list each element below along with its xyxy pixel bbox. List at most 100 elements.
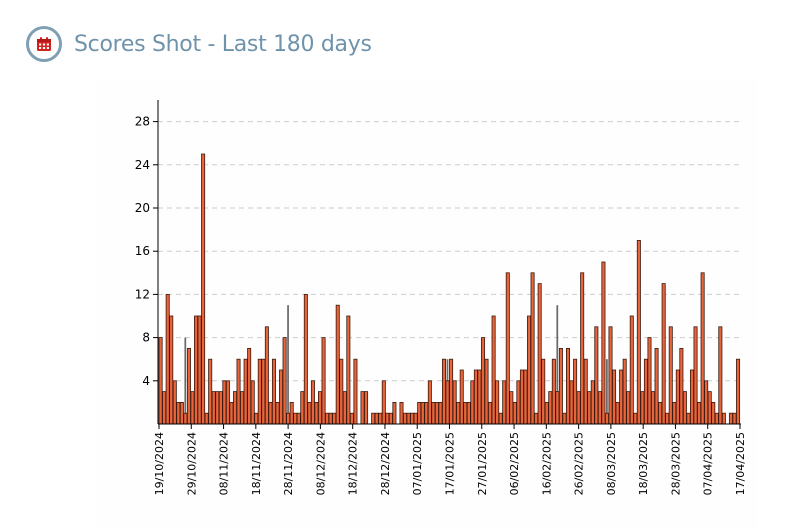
bar[interactable]: [410, 412, 415, 425]
bar[interactable]: [658, 401, 663, 425]
bar[interactable]: [431, 401, 436, 425]
bar[interactable]: [654, 347, 659, 425]
bar[interactable]: [519, 369, 524, 425]
bar[interactable]: [286, 412, 291, 425]
bar[interactable]: [172, 380, 177, 425]
bar[interactable]: [179, 401, 184, 425]
bar[interactable]: [573, 358, 578, 425]
bar[interactable]: [452, 380, 457, 425]
bar[interactable]: [186, 347, 191, 425]
bar[interactable]: [636, 239, 641, 425]
bar[interactable]: [229, 401, 234, 425]
bar[interactable]: [353, 358, 358, 425]
bar[interactable]: [512, 401, 517, 425]
bar[interactable]: [275, 401, 280, 425]
bar[interactable]: [583, 358, 588, 425]
bar[interactable]: [388, 412, 393, 425]
bar[interactable]: [721, 412, 726, 425]
bar[interactable]: [537, 283, 542, 425]
bar[interactable]: [247, 347, 252, 425]
bar[interactable]: [449, 358, 454, 425]
bar[interactable]: [555, 391, 560, 425]
bar[interactable]: [201, 153, 206, 425]
bar[interactable]: [243, 358, 248, 425]
bar[interactable]: [615, 401, 620, 425]
bar[interactable]: [325, 412, 330, 425]
bar[interactable]: [509, 391, 514, 425]
bar[interactable]: [527, 315, 532, 425]
bar[interactable]: [371, 412, 376, 425]
bar[interactable]: [456, 401, 461, 425]
bar[interactable]: [303, 293, 308, 425]
bar[interactable]: [491, 315, 496, 425]
bar[interactable]: [218, 391, 223, 425]
bar[interactable]: [566, 347, 570, 425]
bar[interactable]: [498, 412, 503, 425]
bar[interactable]: [530, 272, 535, 425]
bar[interactable]: [176, 401, 181, 425]
bar[interactable]: [360, 391, 365, 425]
bar[interactable]: [516, 380, 521, 425]
bar[interactable]: [332, 412, 337, 425]
bar[interactable]: [502, 380, 507, 425]
bar[interactable]: [668, 326, 673, 425]
bar[interactable]: [718, 326, 723, 425]
bar[interactable]: [378, 412, 383, 425]
bar[interactable]: [225, 380, 230, 425]
secondary-bar[interactable]: [184, 337, 187, 424]
bar[interactable]: [558, 347, 563, 425]
bar[interactable]: [310, 380, 315, 425]
bar[interactable]: [470, 380, 475, 425]
bar[interactable]: [629, 315, 634, 425]
bar[interactable]: [693, 326, 698, 425]
bar[interactable]: [162, 391, 167, 425]
bar[interactable]: [406, 412, 411, 425]
bar[interactable]: [544, 401, 549, 425]
bar[interactable]: [261, 358, 266, 425]
bar[interactable]: [254, 412, 259, 425]
bar[interactable]: [339, 358, 344, 425]
bar[interactable]: [346, 315, 351, 425]
bar[interactable]: [590, 380, 595, 425]
bar[interactable]: [548, 391, 553, 425]
secondary-bar[interactable]: [287, 305, 289, 424]
bar[interactable]: [714, 412, 719, 425]
bar[interactable]: [569, 380, 574, 425]
bar[interactable]: [342, 391, 347, 425]
bar[interactable]: [463, 401, 468, 425]
bar[interactable]: [424, 401, 429, 425]
bar[interactable]: [374, 412, 379, 425]
bar[interactable]: [307, 401, 312, 425]
bar[interactable]: [445, 380, 450, 425]
bar[interactable]: [541, 358, 546, 425]
bar[interactable]: [661, 283, 666, 425]
bar[interactable]: [318, 391, 323, 425]
bar[interactable]: [707, 391, 712, 425]
bar[interactable]: [222, 380, 227, 425]
bar[interactable]: [268, 401, 273, 425]
bar[interactable]: [551, 358, 556, 425]
bar[interactable]: [282, 337, 287, 425]
bar[interactable]: [665, 412, 670, 425]
bar[interactable]: [335, 304, 340, 425]
bar[interactable]: [403, 412, 408, 425]
bar[interactable]: [484, 358, 489, 425]
bar[interactable]: [296, 412, 301, 425]
bar[interactable]: [576, 391, 581, 425]
bar[interactable]: [442, 358, 447, 425]
bar[interactable]: [328, 412, 333, 425]
bar[interactable]: [580, 272, 585, 425]
bar[interactable]: [633, 412, 638, 425]
bar[interactable]: [321, 337, 326, 425]
bar[interactable]: [587, 391, 592, 425]
bar[interactable]: [651, 391, 656, 425]
bar[interactable]: [438, 401, 443, 425]
bar[interactable]: [523, 369, 528, 425]
bar[interactable]: [594, 326, 599, 425]
bar[interactable]: [480, 337, 485, 425]
bar[interactable]: [562, 412, 567, 425]
bar[interactable]: [211, 391, 216, 425]
bar[interactable]: [197, 315, 202, 425]
bar[interactable]: [349, 412, 354, 425]
bar[interactable]: [488, 401, 493, 425]
